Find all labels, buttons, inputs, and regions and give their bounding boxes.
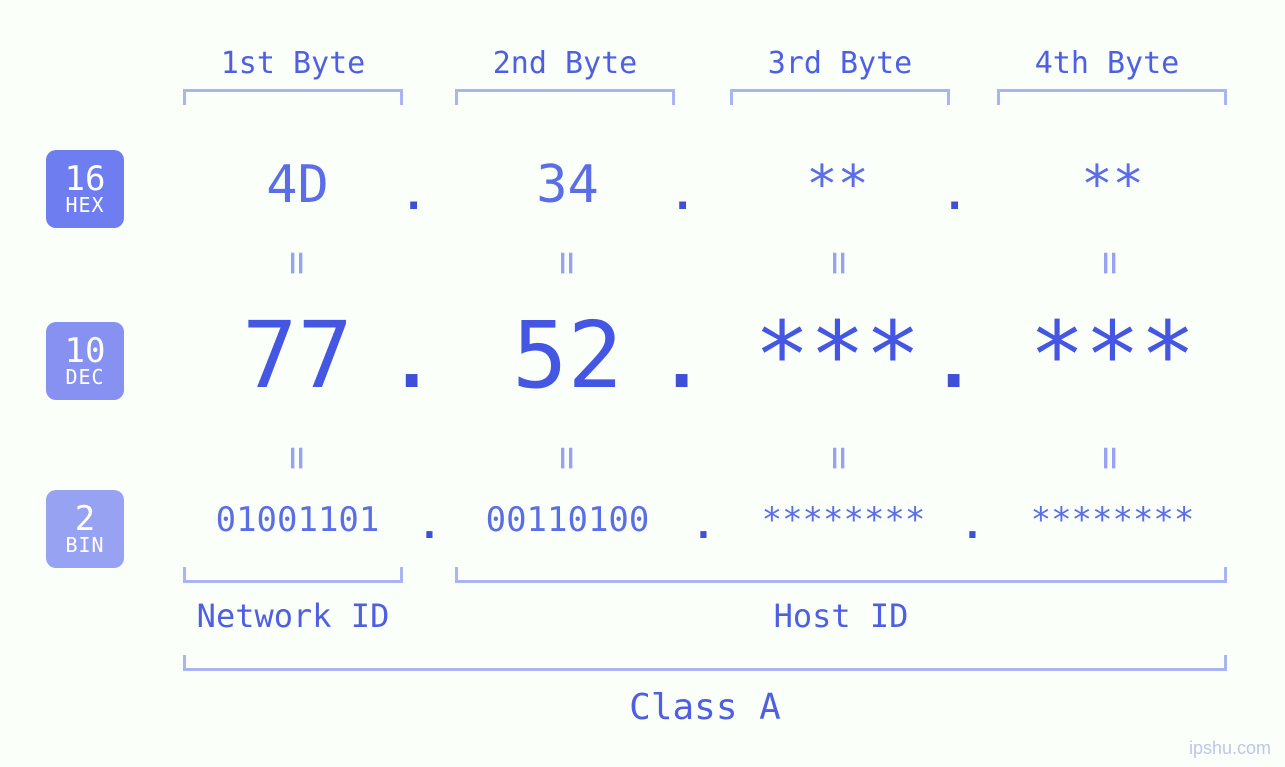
dec-byte-2: 52 <box>450 302 685 409</box>
network-id-label: Network ID <box>183 597 403 635</box>
dec-byte-3: *** <box>720 302 955 409</box>
eq-1-3: = <box>816 248 862 278</box>
badge-hex-lab: HEX <box>46 195 124 216</box>
badge-dec-lab: DEC <box>46 367 124 388</box>
hex-byte-4: ** <box>995 155 1230 215</box>
base-badge-hex: 16 HEX <box>46 150 124 228</box>
class-label: Class A <box>183 687 1227 728</box>
base-badge-dec: 10 DEC <box>46 322 124 400</box>
dec-dot-2: . <box>660 320 703 404</box>
bin-dot-1: . <box>418 503 441 547</box>
hex-byte-2: 34 <box>450 155 685 215</box>
eq-1-2: = <box>544 248 590 278</box>
eq-2-4: = <box>1087 443 1133 473</box>
ip-diagram: 1st Byte 2nd Byte 3rd Byte 4th Byte 16 H… <box>0 0 1285 767</box>
eq-1-1: = <box>274 248 320 278</box>
bin-byte-2: 00110100 <box>440 500 695 540</box>
watermark: ipshu.com <box>1189 738 1271 759</box>
dec-byte-1: 77 <box>180 302 415 409</box>
class-bracket <box>183 655 1227 671</box>
network-bracket <box>183 567 403 583</box>
bin-dot-2: . <box>692 503 715 547</box>
hex-byte-3: ** <box>720 155 955 215</box>
byte-bracket-3 <box>730 89 950 105</box>
badge-dec-num: 10 <box>46 334 124 370</box>
eq-1-4: = <box>1087 248 1133 278</box>
byte-bracket-4 <box>997 89 1227 105</box>
hex-dot-2: . <box>670 170 695 219</box>
byte-header-3: 3rd Byte <box>730 46 950 81</box>
dec-dot-3: . <box>932 320 975 404</box>
eq-2-3: = <box>816 443 862 473</box>
eq-2-1: = <box>274 443 320 473</box>
hex-dot-3: . <box>942 170 967 219</box>
byte-bracket-1 <box>183 89 403 105</box>
bin-byte-4: ******** <box>985 500 1240 540</box>
byte-header-2: 2nd Byte <box>455 46 675 81</box>
eq-2-2: = <box>544 443 590 473</box>
bin-byte-1: 01001101 <box>170 500 425 540</box>
hex-byte-1: 4D <box>180 155 415 215</box>
badge-bin-num: 2 <box>46 502 124 538</box>
badge-hex-num: 16 <box>46 162 124 198</box>
byte-bracket-2 <box>455 89 675 105</box>
dec-dot-1: . <box>390 320 433 404</box>
base-badge-bin: 2 BIN <box>46 490 124 568</box>
host-id-label: Host ID <box>455 597 1227 635</box>
dec-byte-4: *** <box>995 302 1230 409</box>
bin-byte-3: ******** <box>716 500 971 540</box>
byte-header-1: 1st Byte <box>183 46 403 81</box>
badge-bin-lab: BIN <box>46 535 124 556</box>
hex-dot-1: . <box>401 170 426 219</box>
bin-dot-3: . <box>961 503 984 547</box>
byte-header-4: 4th Byte <box>997 46 1217 81</box>
host-bracket <box>455 567 1227 583</box>
